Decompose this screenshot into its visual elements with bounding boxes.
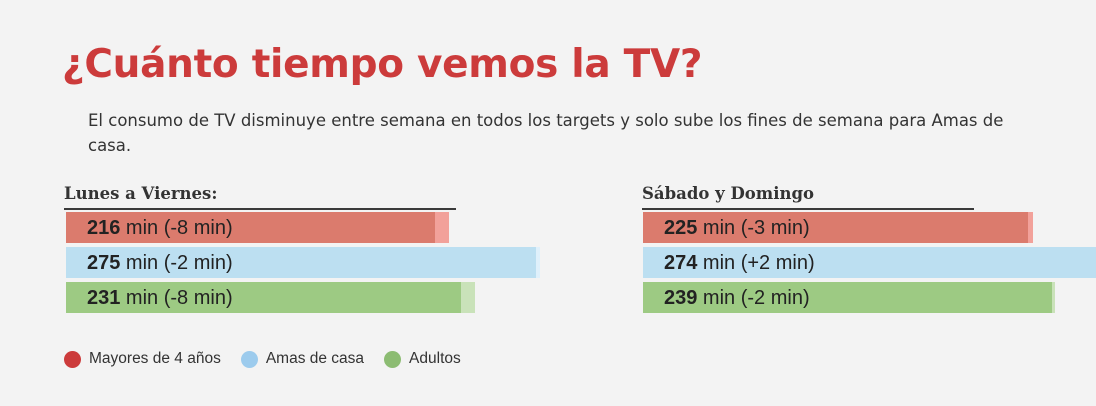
bar-label-amas-de-casa: 274 min (+2 min)	[664, 247, 815, 279]
bar-label-mayores: 216 min (-8 min)	[87, 212, 233, 244]
legend-label: Mayores de 4 años	[89, 350, 221, 367]
legend: Mayores de 4 años Amas de casa Adultos	[64, 350, 481, 368]
bar-amas-de-casa	[66, 247, 537, 278]
bar-adultos	[643, 282, 1052, 313]
panel-rule-weekdays	[64, 208, 456, 210]
bar-value: 239	[664, 287, 698, 309]
bar-adultos	[66, 282, 461, 313]
bar-label-mayores: 225 min (-3 min)	[664, 212, 810, 244]
page-title: ¿Cuánto tiempo vemos la TV?	[62, 42, 703, 87]
bar-value: 231	[87, 287, 121, 309]
page-subtitle: El consumo de TV disminuye entre semana …	[88, 111, 1004, 155]
bar-mayores	[643, 212, 1028, 243]
legend-item-amas-de-casa: Amas de casa	[240, 350, 365, 368]
circle-icon	[64, 350, 81, 368]
panel-rule-weekend	[642, 208, 974, 210]
legend-item-mayores: Mayores de 4 años	[64, 350, 221, 368]
bar-change: min (-3 min)	[697, 217, 810, 239]
bar-change: min (-2 min)	[697, 287, 810, 309]
panel-title-weekend: Sábado y Domingo	[642, 184, 815, 203]
legend-item-adultos: Adultos	[384, 350, 461, 368]
bar-value: 216	[87, 217, 121, 239]
panel-title-weekdays: Lunes a Viernes:	[64, 184, 218, 203]
bar-mayores	[66, 212, 436, 243]
bar-amas-de-casa	[643, 247, 1096, 278]
bar-label-adultos: 231 min (-8 min)	[87, 282, 233, 314]
bar-label-amas-de-casa: 275 min (-2 min)	[87, 247, 233, 279]
bar-value: 275	[87, 252, 121, 274]
circle-icon	[384, 350, 402, 368]
legend-label: Amas de casa	[265, 350, 365, 367]
bar-change: min (-8 min)	[120, 217, 233, 239]
legend-label: Adultos	[409, 350, 461, 367]
bar-change: min (-2 min)	[120, 252, 233, 274]
circle-icon	[240, 350, 258, 368]
bar-value: 274	[664, 252, 698, 274]
bar-change: min (-8 min)	[120, 287, 233, 309]
bar-label-adultos: 239 min (-2 min)	[664, 282, 810, 314]
bar-change: min (+2 min)	[697, 252, 815, 274]
bar-value: 225	[664, 217, 698, 239]
